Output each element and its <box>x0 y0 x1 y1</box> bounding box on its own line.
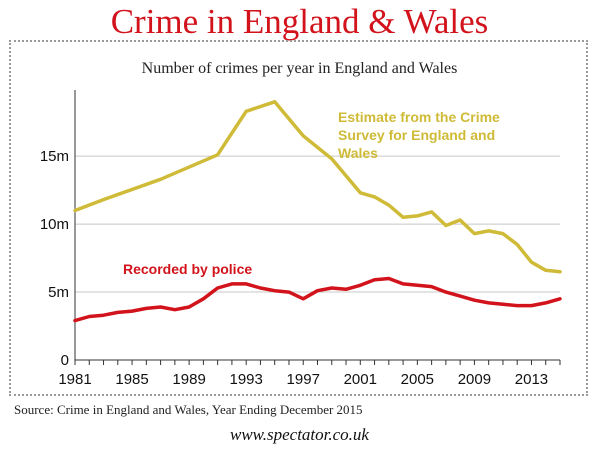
series-annotations: Estimate from the Crime Survey for Englan… <box>123 109 500 277</box>
y-tick-label: 0 <box>61 352 69 369</box>
source-note: Source: Crime in England and Wales, Year… <box>14 402 363 417</box>
series-label: Survey for England and <box>338 127 495 143</box>
site-credit: www.spectator.co.uk <box>230 425 369 444</box>
chart-axes <box>74 90 561 365</box>
series-label: Recorded by police <box>123 261 252 277</box>
page-title: Crime in England & Wales <box>110 2 489 41</box>
chart-subtitle: Number of crimes per year in England and… <box>141 60 458 77</box>
x-tick-label: 1985 <box>115 371 148 388</box>
series-line-0 <box>73 100 562 274</box>
x-tick-label: 1981 <box>58 371 91 388</box>
x-tick-label: 2005 <box>401 371 434 388</box>
y-tick-label: 5m <box>48 284 69 301</box>
x-tick-label: 2013 <box>515 371 548 388</box>
series-lines <box>73 100 562 323</box>
x-tick-label: 2009 <box>458 371 491 388</box>
y-tick-label: 10m <box>40 216 69 233</box>
x-tick-label: 1997 <box>287 371 320 388</box>
x-axis-ticks: 1981 1985 1989 1993 1997 2001 2005 2009 2013 <box>58 371 548 388</box>
series-label: Estimate from the Crime <box>338 109 500 125</box>
x-tick-label: 1993 <box>229 371 262 388</box>
x-tick-label: 2001 <box>344 371 377 388</box>
y-tick-label: 15m <box>40 148 69 165</box>
series-line-1 <box>73 276 562 323</box>
chart-frame <box>9 40 588 396</box>
x-tick-label: 1989 <box>172 371 205 388</box>
series-label: Wales <box>338 145 378 161</box>
y-axis-ticks: 0 5m 10m 15m <box>40 148 69 369</box>
